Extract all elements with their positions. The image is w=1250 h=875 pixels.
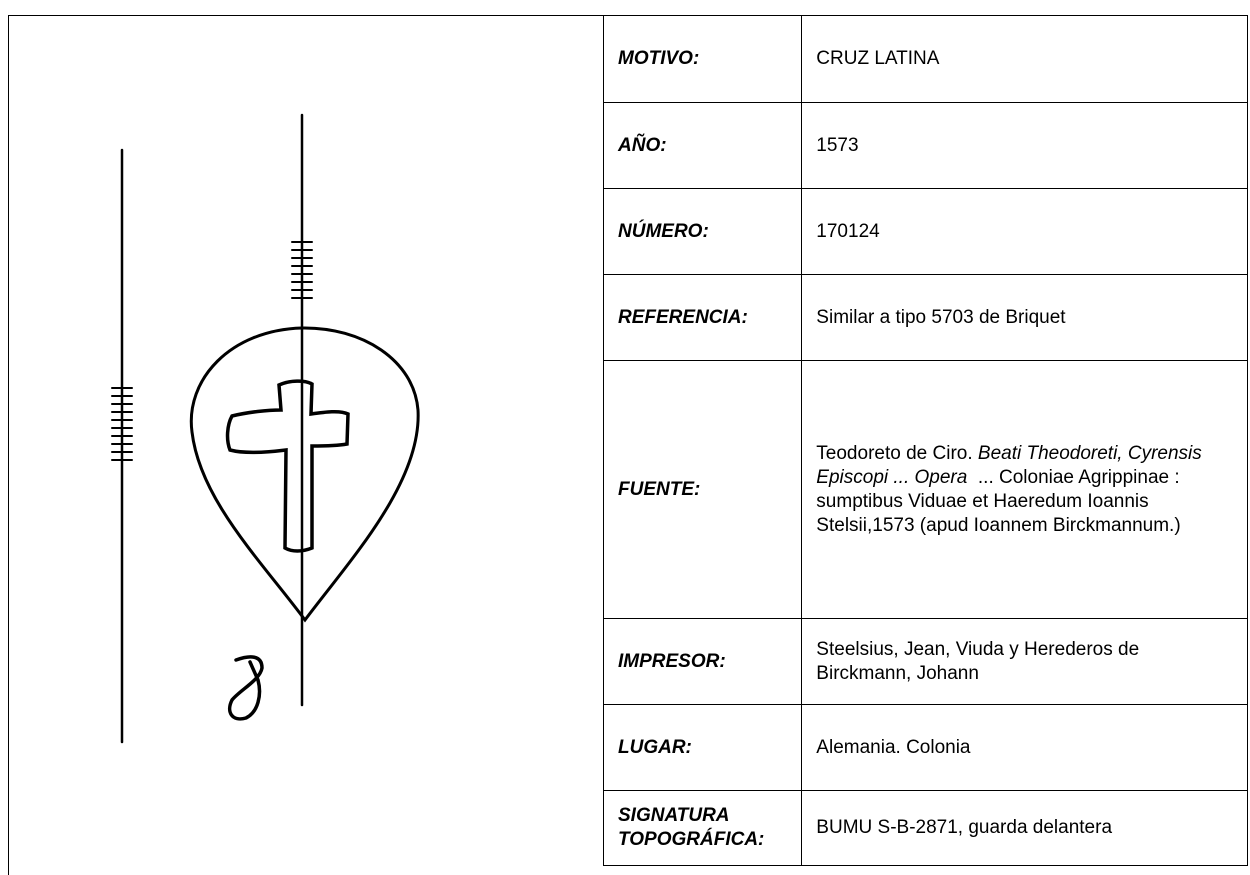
text-segment: Beati Theodoreti, Cyrensis Episcopi ... …	[816, 442, 1208, 488]
field-value: Teodoreto de Ciro. Beati Theodoreti, Cyr…	[801, 360, 1248, 619]
image-cell	[8, 15, 603, 875]
field-value: Similar a tipo 5703 de Briquet	[801, 274, 1248, 361]
table-row: MOTIVO: CRUZ LATINA	[602, 15, 1248, 103]
field-value: Steelsius, Jean, Viuda y Herederos de Bi…	[801, 618, 1248, 705]
field-value: CRUZ LATINA	[801, 15, 1248, 103]
watermark-drawing	[110, 113, 420, 743]
record-table: MOTIVO: CRUZ LATINA AÑO: 1573 NÚMERO: 170124 R…	[602, 15, 1248, 866]
field-value: 1573	[801, 102, 1248, 189]
field-value: 170124	[801, 188, 1248, 275]
table-row: LUGAR: Alemania. Colonia	[602, 704, 1248, 791]
table-row: SIGNATURA TOPOGRÁFICA: BUMU S-B-2871, gua…	[602, 790, 1248, 866]
field-label: LUGAR:	[602, 704, 803, 791]
field-label: FUENTE:	[602, 360, 803, 619]
table-row: AÑO: 1573	[602, 102, 1248, 189]
field-label: SIGNATURA TOPOGRÁFICA:	[602, 790, 803, 866]
field-label: MOTIVO:	[602, 15, 803, 103]
table-row: REFERENCIA: Similar a tipo 5703 de Brique…	[602, 274, 1248, 361]
field-label: NÚMERO:	[602, 188, 803, 275]
field-label: IMPRESOR:	[602, 618, 803, 705]
table-row: FUENTE: Teodoreto de Ciro. Beati Theodore…	[602, 360, 1248, 619]
field-value: Alemania. Colonia	[801, 704, 1248, 791]
table-row: IMPRESOR: Steelsius, Jean, Viuda y Herede…	[602, 618, 1248, 705]
text-segment: ... Coloniae Agrippinae : sumptibus Vidu…	[816, 466, 1185, 536]
table-row: NÚMERO: 170124	[602, 188, 1248, 275]
field-label: AÑO:	[602, 102, 803, 189]
field-value: BUMU S-B-2871, guarda delantera	[801, 790, 1248, 866]
field-label: REFERENCIA:	[602, 274, 803, 361]
text-segment: Teodoreto de Ciro.	[816, 442, 978, 464]
